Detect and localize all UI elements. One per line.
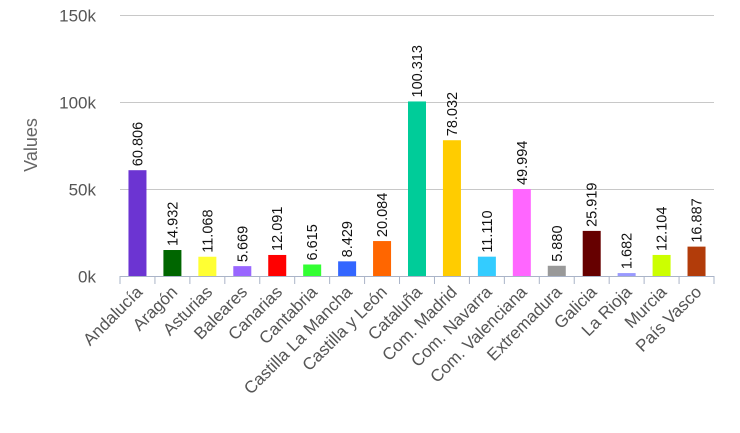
bar <box>617 273 636 276</box>
data-label: 6.615 <box>305 224 321 260</box>
bar <box>442 140 461 276</box>
data-label: 8.429 <box>340 221 356 257</box>
bar <box>338 261 357 276</box>
data-label: 12.091 <box>270 207 286 251</box>
bar <box>512 189 531 276</box>
bars <box>128 101 706 276</box>
y-tick-label: 150k <box>59 7 96 26</box>
data-label: 16.887 <box>690 198 706 242</box>
data-label: 25.919 <box>585 183 601 227</box>
bar <box>687 246 706 276</box>
data-label: 20.084 <box>375 193 391 237</box>
bar <box>303 264 322 276</box>
y-axis-title: Values <box>21 118 41 172</box>
bar <box>408 101 426 276</box>
x-tick-labels: AndalucíaAragónAsturiasBalearesCanariasC… <box>79 282 705 398</box>
data-label: 12.104 <box>655 207 671 251</box>
y-tick-label: 0k <box>78 268 96 287</box>
data-label: 60.806 <box>130 122 146 166</box>
data-label: 78.032 <box>445 92 461 136</box>
data-label: 11.110 <box>480 210 496 252</box>
data-label: 5.669 <box>235 226 251 262</box>
data-label: 11.068 <box>200 209 216 252</box>
bar <box>233 266 252 276</box>
data-label: 100.313 <box>410 45 426 97</box>
data-label: 49.994 <box>515 141 531 185</box>
bar <box>547 265 566 276</box>
bar <box>198 256 217 276</box>
data-labels: 60.806 14.932 11.068 5.669 12.091 6.615 8.429 2… <box>130 45 705 269</box>
bar <box>652 254 671 276</box>
y-tick-label: 100k <box>59 94 96 113</box>
bar <box>582 230 601 276</box>
y-tick-labels: 0k 50k 100k 150k <box>59 7 96 287</box>
bar <box>268 254 287 276</box>
data-label: 14.932 <box>165 202 181 246</box>
bar <box>477 256 496 276</box>
data-label: 5.880 <box>550 225 566 261</box>
bar <box>163 250 182 276</box>
data-label: 1.682 <box>620 233 636 269</box>
y-tick-label: 50k <box>69 181 97 200</box>
bar <box>128 170 147 276</box>
bar <box>373 241 392 276</box>
